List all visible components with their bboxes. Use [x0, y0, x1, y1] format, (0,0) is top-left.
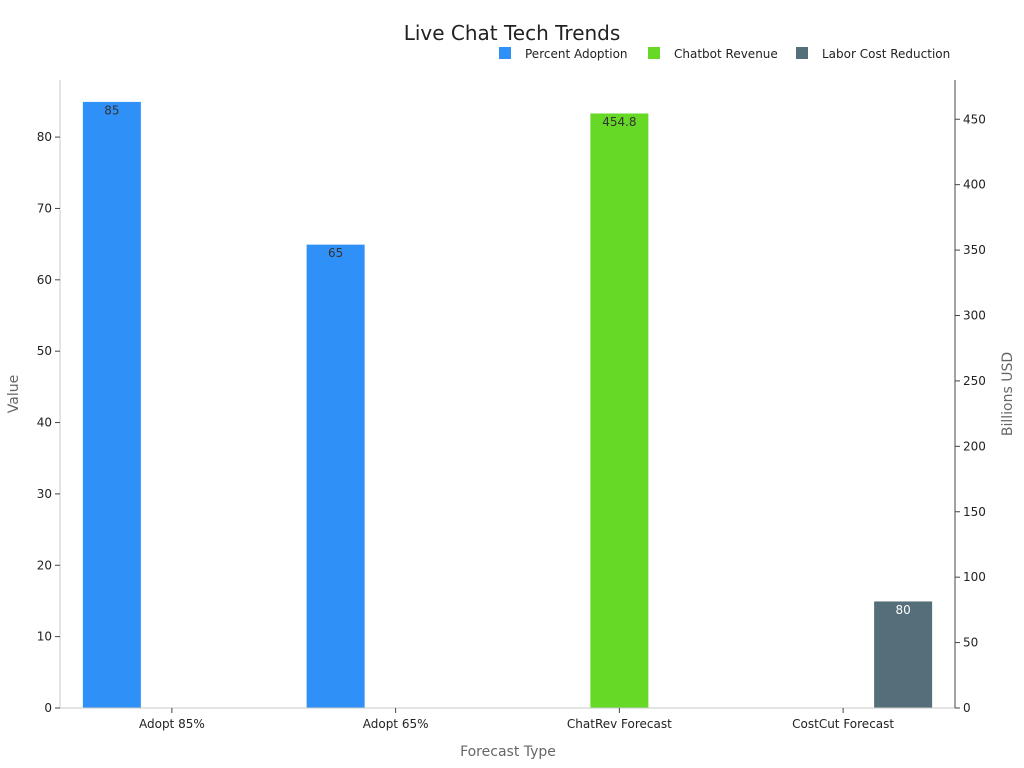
x-axis-ticks: Adopt 85% Adopt 65% ChatRev Forecast CostCu… [139, 708, 894, 731]
bars [81, 100, 934, 709]
y2-tick-label: 100 [963, 570, 986, 584]
plot-area: 85 65 454.8 80 0 10 20 30 40 50 60 70 80 0 50 100 150 2… [37, 80, 986, 731]
y2-tick-label: 200 [963, 439, 986, 453]
y-tick-label: 0 [44, 701, 52, 715]
bar [873, 600, 934, 709]
bar [589, 112, 650, 709]
y-tick-label: 60 [37, 273, 52, 287]
y-tick-label: 40 [37, 416, 52, 430]
y2-tick-label: 0 [963, 701, 971, 715]
bar [305, 243, 366, 709]
y-tick-label: 80 [37, 130, 52, 144]
y-axis-ticks: 0 10 20 30 40 50 60 70 80 [37, 130, 60, 715]
y2-tick-label: 400 [963, 178, 986, 192]
legend-label: Percent Adoption [525, 47, 628, 61]
bar-value-label: 80 [895, 603, 910, 617]
chart-title: Live Chat Tech Trends [404, 21, 621, 45]
y-tick-label: 50 [37, 344, 52, 358]
x-axis-title: Forecast Type [460, 744, 556, 760]
bar-value-label: 85 [104, 103, 119, 117]
bar-value-label: 454.8 [602, 115, 636, 129]
y2-axis-ticks: 0 50 100 150 200 250 300 350 400 450 [955, 112, 986, 715]
y-tick-label: 30 [37, 487, 52, 501]
y2-tick-label: 350 [963, 243, 986, 257]
legend-swatch [796, 47, 808, 59]
y-tick-label: 70 [37, 201, 52, 215]
y2-tick-label: 50 [963, 636, 978, 650]
y-axis-title: Value [6, 375, 22, 413]
x-tick-label: Adopt 65% [363, 717, 429, 731]
x-tick-label: Adopt 85% [139, 717, 205, 731]
bar-value-label: 65 [328, 246, 343, 260]
y-tick-label: 20 [37, 558, 52, 572]
y2-tick-label: 250 [963, 374, 986, 388]
bar [81, 100, 142, 709]
y2-tick-label: 300 [963, 309, 986, 323]
x-tick-label: ChatRev Forecast [567, 717, 672, 731]
legend-swatch [499, 47, 511, 59]
y-tick-label: 10 [37, 630, 52, 644]
y2-axis-title: Billions USD [1000, 352, 1016, 436]
legend-swatch [648, 47, 660, 59]
bar-labels: 85 65 454.8 80 [104, 103, 911, 617]
y2-tick-label: 450 [963, 112, 986, 126]
legend-label: Labor Cost Reduction [822, 47, 950, 61]
x-tick-label: CostCut Forecast [792, 717, 894, 731]
legend-label: Chatbot Revenue [674, 47, 778, 61]
legend: Percent Adoption Chatbot Revenue Labor Cos… [499, 47, 950, 61]
y2-tick-label: 150 [963, 505, 986, 519]
